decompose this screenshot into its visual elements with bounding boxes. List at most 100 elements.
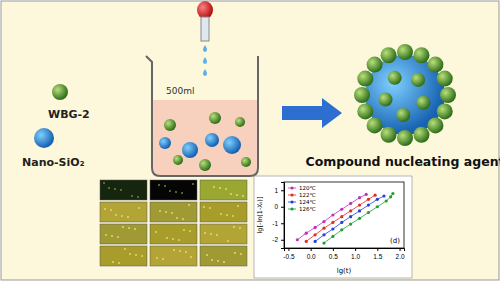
plot-frame xyxy=(284,182,404,248)
y-tick-label: 0 xyxy=(274,203,278,210)
speckle xyxy=(117,236,119,238)
y-tick-mark xyxy=(281,190,284,191)
x-axis-line xyxy=(285,249,405,252)
core-particle xyxy=(365,55,445,135)
shell-particle xyxy=(427,117,443,133)
arrow xyxy=(282,98,342,128)
shell-particle xyxy=(381,127,397,143)
speckle xyxy=(181,192,183,194)
data-point xyxy=(340,221,343,224)
data-point xyxy=(340,228,343,231)
series-line xyxy=(315,196,384,241)
data-point xyxy=(331,227,334,230)
x-tick-mark xyxy=(355,248,356,251)
x-tick-mark xyxy=(333,248,334,251)
speckle xyxy=(171,212,173,214)
speckle xyxy=(104,208,106,210)
speckle xyxy=(185,251,187,253)
x-tick-label: 1.0 xyxy=(351,253,360,260)
data-point xyxy=(391,192,394,195)
speckle xyxy=(203,206,205,208)
shell-particle xyxy=(437,103,453,119)
speckle xyxy=(128,227,130,229)
data-point xyxy=(340,208,343,211)
speckle xyxy=(173,249,175,251)
data-point xyxy=(314,226,317,229)
shell-particle xyxy=(437,71,453,87)
product-label: Compound nucleating agent xyxy=(305,154,500,169)
x-tick-label: 0.0 xyxy=(307,253,316,260)
beaker-particle xyxy=(159,137,171,149)
drop xyxy=(203,45,207,52)
speckle xyxy=(127,216,129,218)
shell-particle xyxy=(413,47,429,63)
speckle xyxy=(223,261,225,263)
speckle xyxy=(242,195,244,197)
speckle xyxy=(225,188,227,190)
data-point xyxy=(322,233,325,236)
series-line xyxy=(306,195,375,241)
shell-particle xyxy=(379,93,393,107)
series-line xyxy=(297,194,366,239)
x-tick: 0.0 xyxy=(307,248,316,260)
x-tick-mark xyxy=(288,248,289,251)
legend-marker xyxy=(290,193,293,196)
y-tick-label: 1 xyxy=(274,187,278,194)
nano-particle xyxy=(34,128,54,148)
y-axis: -2-101 xyxy=(272,183,284,249)
speckle xyxy=(178,239,180,241)
speckle xyxy=(216,234,218,236)
beaker xyxy=(146,56,258,176)
y-tick: 0 xyxy=(274,203,284,210)
speckle xyxy=(166,237,168,239)
x-tick-label: 0.5 xyxy=(329,253,338,260)
speckle xyxy=(135,254,137,256)
y-tick-label: -1 xyxy=(272,220,278,227)
speckle xyxy=(233,226,235,228)
data-point xyxy=(358,196,361,199)
speckle xyxy=(176,217,178,219)
data-point xyxy=(349,209,352,212)
y-tick-mark xyxy=(281,223,284,224)
series-line xyxy=(324,194,393,244)
x-tick: 0.5 xyxy=(329,248,338,260)
speckle xyxy=(239,227,241,229)
micrograph xyxy=(200,180,247,200)
data-point xyxy=(340,215,343,218)
shell-particle xyxy=(357,71,373,87)
speckle xyxy=(159,210,161,212)
chart-panel xyxy=(254,176,412,278)
speckle xyxy=(121,215,123,217)
data-point xyxy=(296,238,299,241)
speckle xyxy=(211,259,213,261)
micrograph xyxy=(150,224,197,244)
data-point xyxy=(367,211,370,214)
shell-particle xyxy=(427,57,443,73)
speckle xyxy=(129,253,131,255)
speckle xyxy=(209,207,211,209)
legend-marker xyxy=(290,186,293,189)
legend-marker xyxy=(290,207,293,210)
liquid xyxy=(152,100,258,176)
shell-particle xyxy=(367,117,383,133)
shell-particle xyxy=(411,73,425,87)
speckle xyxy=(169,190,171,192)
data-point xyxy=(331,235,334,238)
speckle xyxy=(182,218,184,220)
shell-particle xyxy=(396,108,410,122)
drop xyxy=(203,57,207,64)
legend-label: 124℃ xyxy=(299,199,316,205)
speckle xyxy=(131,195,133,197)
background xyxy=(1,1,499,280)
micrograph xyxy=(150,246,197,266)
speckle xyxy=(240,253,242,255)
data-point xyxy=(322,220,325,223)
data-point xyxy=(376,198,379,201)
shell-particle xyxy=(381,47,397,63)
speckle xyxy=(179,250,181,252)
x-tick: 1.5 xyxy=(373,248,382,260)
data-point xyxy=(331,221,334,224)
speckle xyxy=(192,183,194,185)
x-tick: 2.0 xyxy=(396,248,405,260)
data-point xyxy=(322,227,325,230)
